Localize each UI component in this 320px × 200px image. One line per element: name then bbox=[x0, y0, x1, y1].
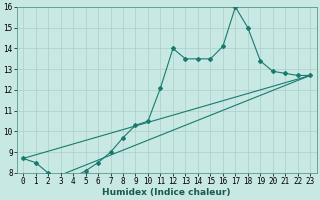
X-axis label: Humidex (Indice chaleur): Humidex (Indice chaleur) bbox=[102, 188, 231, 197]
